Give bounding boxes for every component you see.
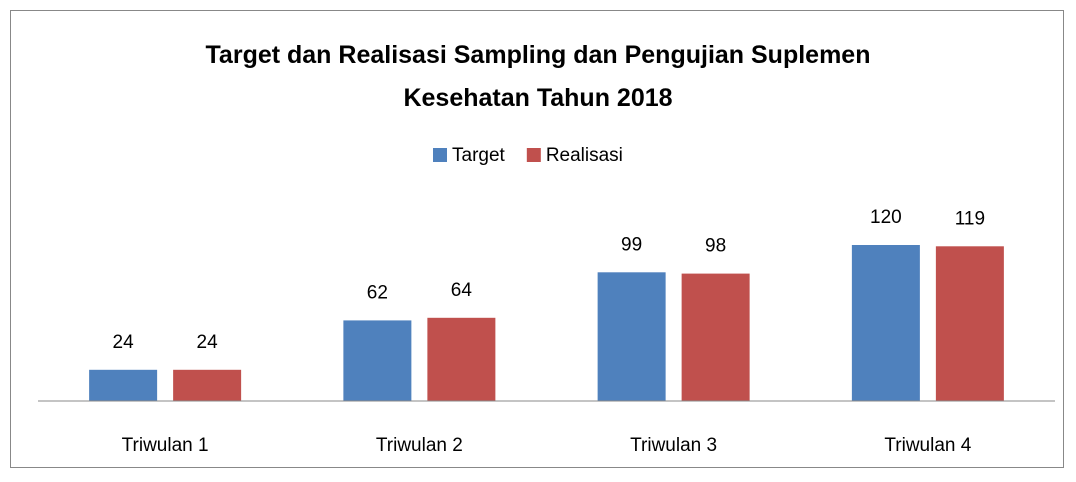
bar [427,317,496,401]
bar [89,369,158,401]
chart-frame [10,10,1064,468]
bar [851,245,920,401]
data-label: 24 [197,332,219,353]
x-tick-label: Triwulan 3 [630,435,717,456]
legend-swatch [433,148,447,162]
bar [597,272,666,401]
bar [173,369,242,401]
data-label: 62 [367,282,388,303]
legend-label: Realisasi [546,145,623,166]
data-label: 120 [870,207,902,228]
bar [935,246,1004,401]
data-label: 64 [451,280,473,301]
x-tick-label: Triwulan 1 [122,435,209,456]
data-label: 24 [113,332,135,353]
bar [681,273,750,401]
data-label: 99 [621,234,642,255]
legend-swatch [526,148,541,162]
x-tick-label: Triwulan 2 [376,435,463,456]
legend-label: Target [452,145,506,166]
data-label: 119 [955,208,985,229]
data-label: 98 [705,236,726,257]
x-tick-label: Triwulan 4 [884,435,971,456]
bar [343,320,412,401]
chart-title: Target dan Realisasi Sampling dan Penguj… [205,41,871,112]
